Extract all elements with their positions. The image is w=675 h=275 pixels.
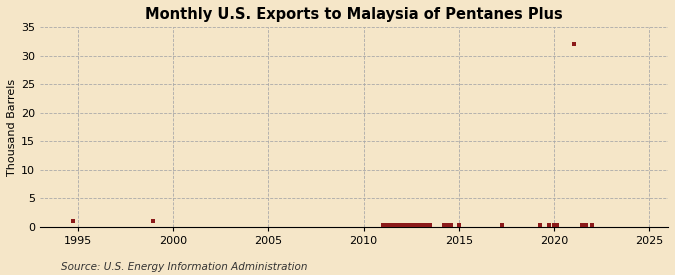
Point	[393, 222, 404, 227]
Y-axis label: Thousand Barrels: Thousand Barrels	[7, 79, 17, 176]
Point	[534, 222, 545, 227]
Point	[68, 219, 79, 224]
Point	[381, 222, 392, 227]
Point	[442, 222, 453, 227]
Point	[415, 222, 426, 227]
Point	[402, 222, 413, 227]
Point	[377, 222, 388, 227]
Point	[383, 222, 394, 227]
Point	[544, 222, 555, 227]
Point	[409, 222, 420, 227]
Point	[400, 222, 410, 227]
Point	[387, 222, 398, 227]
Point	[390, 222, 401, 227]
Point	[439, 222, 450, 227]
Point	[446, 222, 456, 227]
Point	[412, 222, 423, 227]
Point	[406, 222, 416, 227]
Point	[454, 222, 464, 227]
Title: Monthly U.S. Exports to Malaysia of Pentanes Plus: Monthly U.S. Exports to Malaysia of Pent…	[145, 7, 563, 22]
Point	[580, 222, 591, 227]
Point	[422, 222, 433, 227]
Point	[551, 222, 562, 227]
Point	[549, 222, 560, 227]
Point	[425, 222, 435, 227]
Point	[569, 42, 580, 46]
Point	[418, 222, 429, 227]
Point	[587, 222, 597, 227]
Point	[577, 222, 588, 227]
Text: Source: U.S. Energy Information Administration: Source: U.S. Energy Information Administ…	[61, 262, 307, 272]
Point	[396, 222, 407, 227]
Point	[147, 219, 158, 224]
Point	[496, 222, 507, 227]
